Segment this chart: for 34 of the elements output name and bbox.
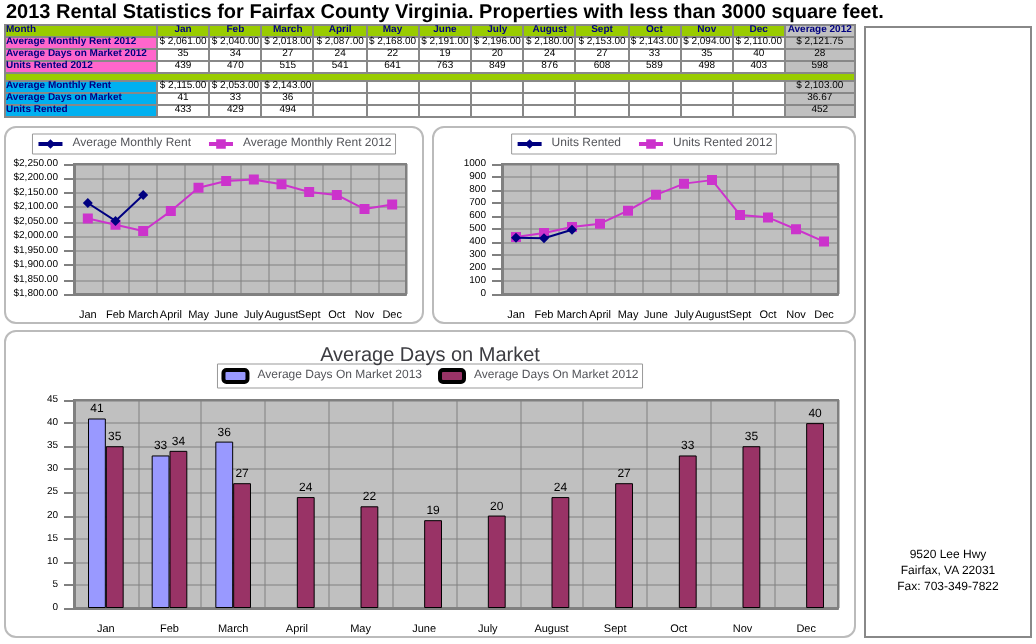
- bar: [615, 483, 633, 608]
- point: [82, 213, 93, 224]
- bar: [424, 520, 442, 608]
- point: [138, 189, 149, 200]
- point: [138, 226, 149, 237]
- point: [735, 209, 745, 220]
- bar: [742, 446, 761, 608]
- point: [819, 236, 829, 247]
- bar: [360, 506, 379, 608]
- point: [539, 233, 549, 244]
- point: [763, 212, 773, 223]
- point: [707, 175, 717, 186]
- point: [623, 205, 633, 216]
- point: [248, 174, 259, 185]
- point: [679, 178, 689, 189]
- chart-title: Average Days on Market: [320, 345, 541, 367]
- point: [387, 199, 398, 210]
- point: [165, 206, 176, 217]
- point: [304, 187, 315, 198]
- point: [359, 204, 370, 215]
- text: 2013 Rental Statistics for Fairfax County Virginia. Properties with less than 3000 square feet.: [6, 2, 884, 24]
- point: [791, 224, 801, 235]
- bar: [678, 455, 697, 608]
- point: [651, 189, 661, 200]
- bar: [551, 497, 570, 608]
- point: [221, 176, 232, 187]
- point: [276, 179, 287, 190]
- bar: [296, 497, 315, 608]
- point: [595, 218, 605, 229]
- bar: [487, 515, 506, 608]
- bar: [806, 423, 824, 608]
- point: [331, 189, 342, 200]
- point: [193, 182, 204, 193]
- point: [82, 198, 93, 208]
